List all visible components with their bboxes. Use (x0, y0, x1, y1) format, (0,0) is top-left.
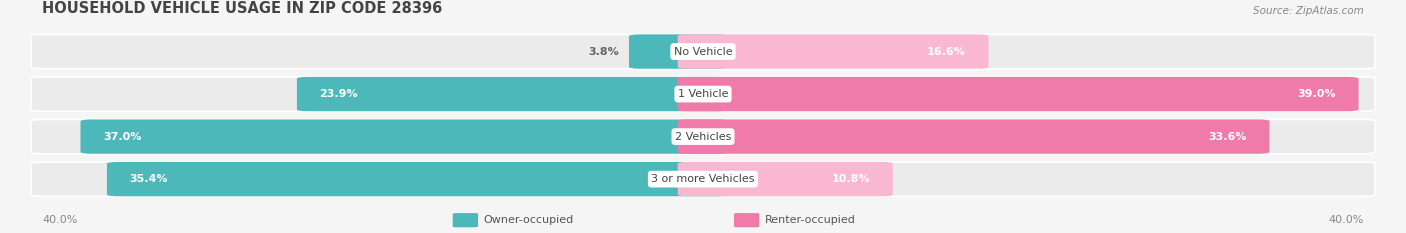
Text: 16.6%: 16.6% (927, 47, 966, 57)
Text: 23.9%: 23.9% (319, 89, 359, 99)
Text: 33.6%: 33.6% (1208, 132, 1247, 142)
Text: 40.0%: 40.0% (1329, 215, 1364, 225)
Text: 1 Vehicle: 1 Vehicle (678, 89, 728, 99)
Text: 3.8%: 3.8% (588, 47, 619, 57)
Text: 39.0%: 39.0% (1298, 89, 1336, 99)
Text: 3 or more Vehicles: 3 or more Vehicles (651, 174, 755, 184)
FancyBboxPatch shape (31, 77, 1375, 111)
FancyBboxPatch shape (107, 162, 728, 196)
FancyBboxPatch shape (297, 77, 728, 111)
Text: 37.0%: 37.0% (103, 132, 142, 142)
FancyBboxPatch shape (678, 77, 1358, 111)
Text: HOUSEHOLD VEHICLE USAGE IN ZIP CODE 28396: HOUSEHOLD VEHICLE USAGE IN ZIP CODE 2839… (42, 1, 443, 16)
FancyBboxPatch shape (678, 162, 893, 196)
FancyBboxPatch shape (453, 213, 478, 227)
Text: 40.0%: 40.0% (42, 215, 77, 225)
FancyBboxPatch shape (80, 120, 728, 154)
Text: 10.8%: 10.8% (832, 174, 870, 184)
FancyBboxPatch shape (31, 120, 1375, 154)
FancyBboxPatch shape (31, 162, 1375, 196)
FancyBboxPatch shape (734, 213, 759, 227)
FancyBboxPatch shape (678, 34, 988, 69)
Text: Source: ZipAtlas.com: Source: ZipAtlas.com (1253, 6, 1364, 16)
Text: Owner-occupied: Owner-occupied (484, 215, 574, 225)
Text: 2 Vehicles: 2 Vehicles (675, 132, 731, 142)
Text: No Vehicle: No Vehicle (673, 47, 733, 57)
FancyBboxPatch shape (31, 34, 1375, 69)
Text: Renter-occupied: Renter-occupied (765, 215, 856, 225)
FancyBboxPatch shape (628, 34, 728, 69)
FancyBboxPatch shape (678, 120, 1270, 154)
Text: 35.4%: 35.4% (129, 174, 167, 184)
